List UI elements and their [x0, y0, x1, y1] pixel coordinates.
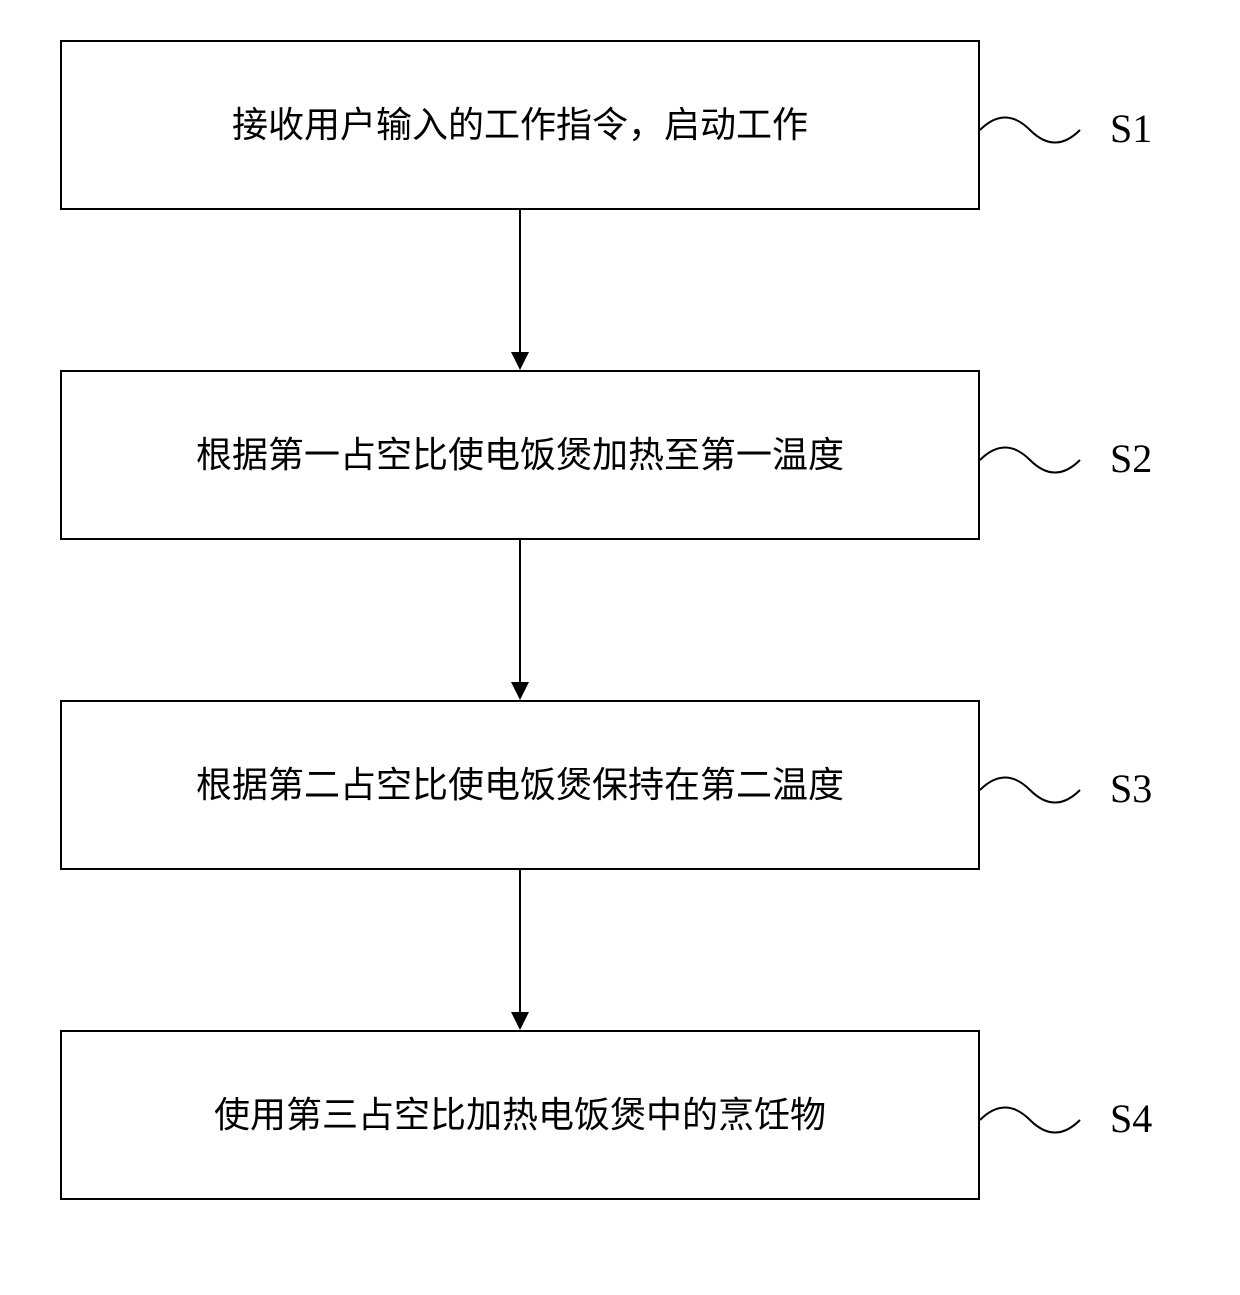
- step-label-s1: S1: [1110, 105, 1152, 152]
- flow-step-s1-text: 接收用户输入的工作指令，启动工作: [232, 98, 808, 152]
- flow-step-s1: 接收用户输入的工作指令，启动工作: [60, 40, 980, 210]
- flow-step-s3: 根据第二占空比使电饭煲保持在第二温度: [60, 700, 980, 870]
- squiggle-connector-s4: [980, 1090, 1100, 1150]
- arrow-s3-s4: [505, 870, 535, 1030]
- flow-step-s2-text: 根据第一占空比使电饭煲加热至第一温度: [196, 428, 844, 482]
- squiggle-connector-s1: [980, 100, 1100, 160]
- squiggle-connector-s2: [980, 430, 1100, 490]
- flow-step-s4-text: 使用第三占空比加热电饭煲中的烹饪物: [214, 1088, 826, 1142]
- step-label-s4: S4: [1110, 1095, 1152, 1142]
- flow-step-s4: 使用第三占空比加热电饭煲中的烹饪物: [60, 1030, 980, 1200]
- arrow-s2-s3: [505, 540, 535, 700]
- step-label-s2: S2: [1110, 435, 1152, 482]
- squiggle-connector-s3: [980, 760, 1100, 820]
- flow-step-s3-text: 根据第二占空比使电饭煲保持在第二温度: [196, 758, 844, 812]
- flow-step-s2: 根据第一占空比使电饭煲加热至第一温度: [60, 370, 980, 540]
- arrow-s1-s2: [505, 210, 535, 370]
- step-label-s3: S3: [1110, 765, 1152, 812]
